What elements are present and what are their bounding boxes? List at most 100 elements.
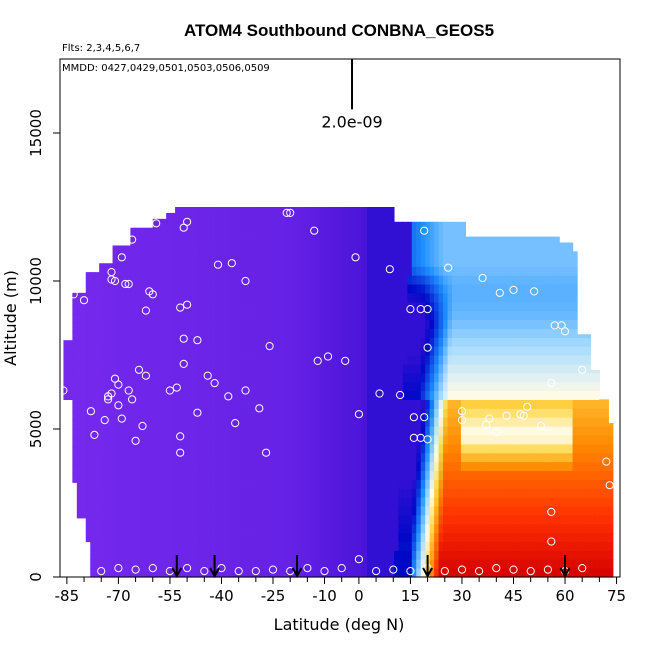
heatmap-cell — [568, 532, 574, 543]
heatmap-cell — [188, 275, 194, 285]
heatmap-cell — [139, 523, 145, 534]
heatmap-cell — [99, 488, 105, 498]
heatmap-cell — [518, 461, 525, 472]
heatmap-cell — [577, 452, 583, 463]
heatmap-cell — [443, 470, 449, 480]
heatmap-cell — [469, 248, 475, 258]
heatmap-cell — [545, 452, 551, 463]
heatmap-cell — [505, 523, 511, 534]
heatmap-cell — [99, 337, 105, 347]
heatmap-cell — [264, 283, 270, 294]
heatmap-cell — [398, 559, 404, 569]
heatmap-cell — [282, 541, 288, 551]
heatmap-cell — [210, 470, 216, 480]
heatmap-cell — [134, 239, 140, 250]
heatmap-cell — [331, 479, 337, 489]
heatmap-cell — [447, 283, 453, 294]
heatmap-cell — [559, 337, 565, 347]
heatmap-cell — [94, 426, 100, 436]
heatmap-cell — [550, 390, 556, 400]
heatmap-cell — [501, 257, 507, 267]
heatmap-cell — [184, 568, 190, 578]
heatmap-cell — [143, 319, 149, 329]
heatmap-cell — [429, 266, 435, 276]
heatmap-cell — [125, 319, 132, 329]
heatmap-cell — [398, 346, 404, 356]
heatmap-cell — [300, 212, 306, 223]
heatmap-cell — [532, 310, 538, 321]
heatmap-cell — [340, 417, 346, 427]
heatmap-cell — [94, 390, 100, 400]
heatmap-cell — [286, 230, 292, 241]
heatmap-cell — [304, 292, 310, 303]
heatmap-cell — [452, 417, 458, 427]
observation-point — [183, 217, 192, 226]
heatmap-cell — [175, 292, 181, 303]
heatmap-cell — [309, 328, 315, 338]
heatmap-cell — [273, 221, 279, 232]
heatmap-cell — [402, 266, 408, 276]
heatmap-cell — [76, 304, 82, 315]
heatmap-cell — [492, 452, 498, 463]
heatmap-cell — [99, 532, 105, 543]
heatmap-cell — [425, 266, 431, 276]
heatmap-cell — [219, 541, 225, 551]
heatmap-cell — [393, 363, 400, 374]
heatmap-cell — [175, 532, 181, 543]
heatmap-cell — [125, 399, 132, 409]
heatmap-cell — [344, 399, 350, 409]
heatmap-cell — [456, 283, 462, 294]
heatmap-cell — [585, 505, 592, 516]
heatmap-cell — [572, 399, 578, 409]
heatmap-cell — [108, 328, 114, 338]
heatmap-cell — [568, 443, 574, 454]
heatmap-cell — [117, 408, 123, 418]
heatmap-cell — [402, 505, 408, 516]
heatmap-cell — [380, 372, 386, 383]
heatmap-cell — [76, 482, 82, 492]
heatmap-cell — [335, 523, 341, 534]
heatmap-cell — [590, 550, 596, 560]
observation-point — [90, 430, 99, 439]
heatmap-cell — [425, 417, 431, 427]
heatmap-cell — [94, 434, 100, 445]
heatmap-cell — [474, 399, 480, 409]
heatmap-cell — [492, 310, 498, 321]
heatmap-cell — [465, 301, 471, 312]
heatmap-cell — [496, 470, 502, 480]
heatmap-cell — [130, 408, 136, 418]
heatmap-cell — [117, 568, 123, 578]
heatmap-cell — [326, 532, 333, 543]
heatmap-cell — [309, 443, 315, 454]
heatmap-cell — [121, 390, 127, 400]
heatmap-cell — [326, 399, 333, 409]
heatmap-cell — [157, 470, 163, 480]
heatmap-cell — [389, 283, 395, 294]
heatmap-cell — [72, 384, 78, 395]
heatmap-cell — [219, 532, 225, 543]
heatmap-cell — [304, 532, 310, 543]
heatmap-cell — [483, 505, 489, 516]
heatmap-cell — [103, 319, 109, 329]
heatmap-cell — [541, 236, 547, 241]
heatmap-cell — [585, 550, 592, 560]
heatmap-cell — [282, 372, 288, 383]
heatmap-cell — [246, 328, 252, 338]
heatmap-cell — [585, 497, 592, 507]
heatmap-cell — [496, 408, 502, 418]
heatmap-cell — [483, 283, 489, 294]
heatmap-cell — [76, 473, 82, 483]
heatmap-cell — [108, 532, 114, 543]
heatmap-cell — [286, 257, 292, 267]
heatmap-cell — [545, 346, 551, 356]
heatmap-cell — [286, 559, 292, 569]
heatmap-cell — [99, 505, 105, 516]
heatmap-cell — [215, 355, 221, 365]
heatmap-cell — [295, 470, 301, 480]
heatmap-cell — [210, 363, 216, 374]
observation-point — [509, 565, 518, 574]
heatmap-cell — [376, 497, 382, 507]
heatmap-cell — [353, 417, 359, 427]
heatmap-cell — [518, 372, 525, 383]
heatmap-cell — [358, 417, 364, 427]
